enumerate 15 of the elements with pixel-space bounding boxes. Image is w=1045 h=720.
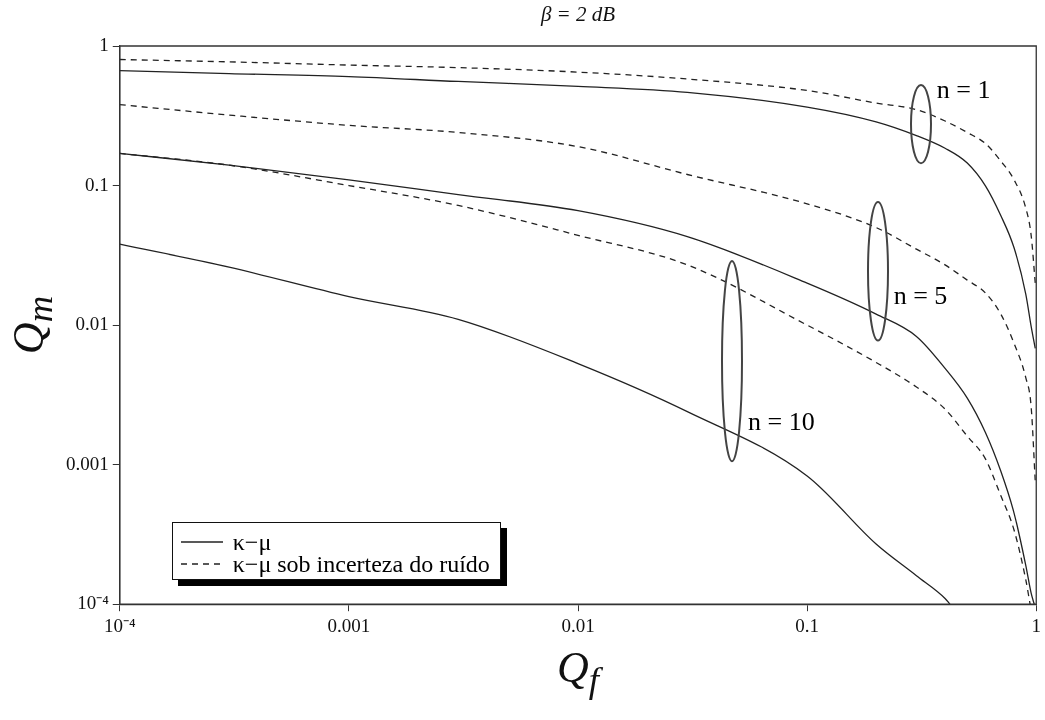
y-tick-label: 0.001 (66, 452, 109, 474)
y-tick-label: 10⁻⁴ (77, 592, 110, 614)
annotation: n = 1 (936, 75, 991, 106)
x-tick-label: 0.1 (795, 614, 819, 636)
annotation: n = 5 (893, 281, 948, 312)
annotation: n = 10 (747, 407, 815, 438)
y-tick-label: 1 (99, 33, 109, 55)
legend-label: κ−μ (232, 529, 272, 556)
x-tick-label: 10⁻⁴ (103, 614, 136, 636)
chart-title: β = 2 dB (540, 2, 616, 27)
y-tick-label: 0.01 (75, 313, 109, 335)
x-tick-label: 0.001 (327, 614, 371, 636)
x-tick-label: 0.01 (561, 614, 595, 636)
x-tick-label: 1 (1031, 614, 1041, 636)
y-tick-label: 0.1 (85, 173, 109, 195)
